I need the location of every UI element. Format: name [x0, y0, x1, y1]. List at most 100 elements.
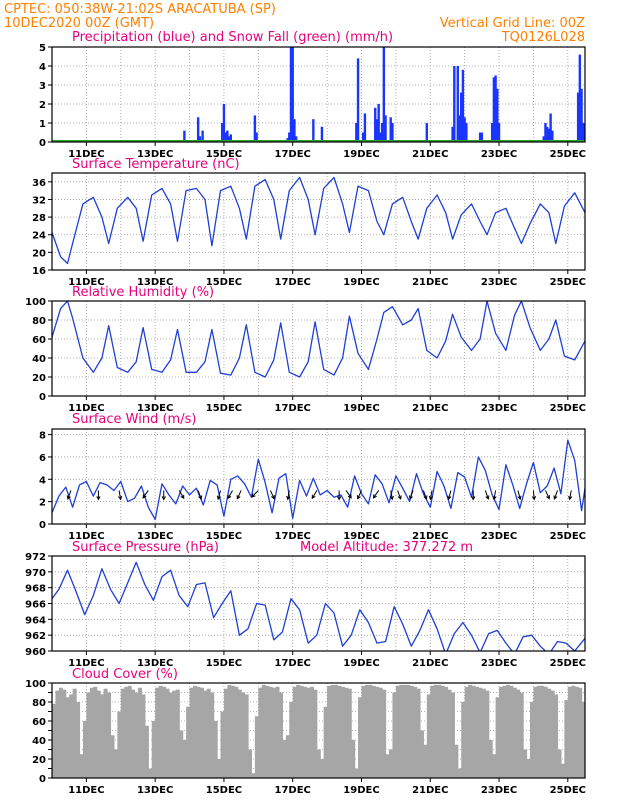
- temp-title: Surface Temperature (nC): [72, 157, 240, 172]
- wind-frame: [51, 428, 586, 525]
- wind-arrow: [236, 490, 242, 500]
- cloud-cover-bar: [58, 687, 63, 778]
- cloud-cover-bar: [182, 740, 187, 778]
- cloud-cover-bar: [179, 730, 184, 778]
- cloud-cover-bar: [292, 686, 297, 778]
- wind-plot: [52, 439, 585, 521]
- cloud-cover-bar: [282, 740, 287, 778]
- wind-arrow: [447, 490, 452, 501]
- precip-plot: [52, 47, 585, 142]
- wind-arrow: [197, 490, 203, 500]
- cloud-cover-bar: [433, 684, 438, 778]
- cloud-cover-bar: [327, 685, 332, 778]
- cloud-cover-bar: [533, 686, 538, 778]
- wind-arrow-shaft: [67, 490, 72, 500]
- wind-arrow-head: [389, 495, 394, 501]
- y-tick-label: 28: [32, 213, 46, 224]
- y-tick-label: 60: [32, 335, 46, 346]
- cloud-cover-bar: [227, 684, 232, 778]
- cloud-cover-bar: [237, 689, 242, 778]
- wind-arrow-head: [311, 494, 316, 500]
- y-tick-label: 0: [39, 774, 46, 785]
- cloud-cover-bar: [382, 689, 387, 778]
- wind-arrow-head: [397, 495, 402, 500]
- cloud-cover-bar: [134, 692, 139, 778]
- y-tick-label: 2: [39, 100, 46, 111]
- cloud-cover-bar: [316, 749, 321, 778]
- precip-bar: [544, 123, 547, 142]
- precip-bar: [478, 132, 482, 142]
- cloud-cover-bar: [299, 685, 304, 778]
- x-tick-label: 13DEC: [137, 403, 173, 414]
- cloud-cover-bar: [471, 685, 476, 778]
- cloud-cover-bar: [192, 685, 198, 778]
- x-tick-label: 21DEC: [412, 403, 448, 414]
- cloud-cover-bar: [447, 689, 452, 778]
- cloud-cover-bar: [550, 690, 555, 778]
- x-tick-label: 23DEC: [481, 403, 517, 414]
- x-tick-label: 11DEC: [68, 658, 104, 669]
- cloud-cover-bar: [93, 686, 98, 778]
- wind-arrow-head: [251, 493, 256, 498]
- x-tick-label: 15DEC: [206, 277, 242, 288]
- cloud-cover-bar: [485, 690, 490, 778]
- cloud-cover-bar: [457, 768, 462, 778]
- wind-arrow-head: [286, 495, 291, 501]
- precip-bar: [289, 47, 293, 142]
- precip-bar: [494, 75, 497, 142]
- cloud-cover-bar: [196, 686, 201, 778]
- cloud-cover-bar: [296, 684, 301, 778]
- precip-bar: [198, 136, 202, 142]
- precip-bar: [356, 58, 360, 142]
- cloud-cover-bar: [55, 690, 60, 778]
- cloud-cover-bar: [536, 685, 541, 778]
- y-tick-label: 0: [39, 520, 46, 531]
- temp-plot: [52, 176, 585, 265]
- wind-arrow-shaft: [373, 490, 380, 499]
- wind-arrow: [428, 490, 433, 501]
- precip-bar: [363, 113, 367, 142]
- precip-bar: [458, 115, 461, 142]
- cloud-cover-bar: [444, 686, 449, 778]
- cloud-cover-bar: [323, 706, 328, 778]
- wind-arrow-shaft: [357, 490, 362, 499]
- cloud-cover-bar: [395, 685, 400, 778]
- cloud-cover-bar: [413, 686, 418, 778]
- wind-arrow-head: [347, 494, 352, 499]
- precip-bar: [196, 117, 200, 142]
- wind-arrow-shaft: [217, 490, 221, 500]
- x-tick-label: 25DEC: [550, 403, 586, 414]
- precip-bar: [222, 104, 226, 142]
- precip-bar: [496, 88, 499, 142]
- precip-bar: [580, 88, 583, 142]
- precip-bar: [379, 132, 382, 142]
- x-tick-label: 11DEC: [68, 149, 104, 160]
- precip-bar: [576, 92, 580, 142]
- cloud-cover-bar: [571, 685, 576, 778]
- wind-arrow-head: [180, 494, 185, 500]
- cloud-cover-bar: [330, 684, 335, 778]
- cloud-cover-bar: [306, 687, 311, 778]
- wind-arrow-shaft: [397, 490, 402, 500]
- y-tick-label: 80: [32, 698, 46, 709]
- precip-bar: [463, 117, 466, 142]
- cloud-cover-bar: [526, 759, 531, 778]
- precip-bar: [384, 115, 387, 142]
- y-tick-label: 40: [32, 736, 46, 747]
- cloud-plot: [52, 684, 585, 778]
- precip-bar: [227, 136, 231, 142]
- wind-arrow-head: [96, 496, 101, 501]
- precip-bar: [291, 47, 294, 142]
- wind-arrow-head: [271, 495, 275, 500]
- wind-arrow-head: [236, 495, 241, 500]
- cloud-cover-bar: [223, 688, 228, 778]
- cloud-cover-bar: [523, 749, 528, 778]
- y-tick-label: 24: [32, 231, 46, 242]
- precip-bar: [229, 134, 233, 142]
- cloud-cover-bar: [172, 690, 177, 778]
- precip-bar: [451, 126, 454, 142]
- cloud-cover-bar: [151, 721, 156, 778]
- y-tick-label: 968: [25, 584, 46, 595]
- wind-arrow: [484, 490, 490, 500]
- cloud-cover-bar: [409, 685, 414, 778]
